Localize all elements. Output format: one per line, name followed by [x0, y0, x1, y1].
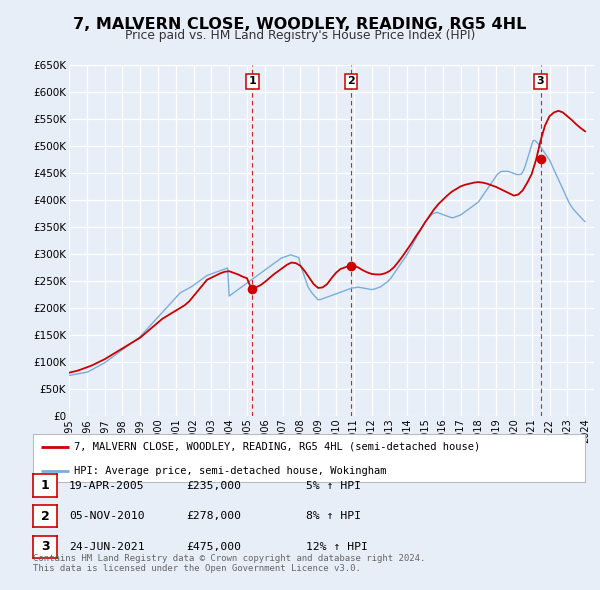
Text: 2: 2: [41, 510, 49, 523]
Text: 8% ↑ HPI: 8% ↑ HPI: [306, 512, 361, 521]
Text: 2: 2: [347, 76, 355, 86]
Text: £235,000: £235,000: [186, 481, 241, 490]
Text: Price paid vs. HM Land Registry's House Price Index (HPI): Price paid vs. HM Land Registry's House …: [125, 30, 475, 42]
Text: 7, MALVERN CLOSE, WOODLEY, READING, RG5 4HL (semi-detached house): 7, MALVERN CLOSE, WOODLEY, READING, RG5 …: [74, 442, 481, 452]
Text: 3: 3: [41, 540, 49, 553]
Text: £475,000: £475,000: [186, 542, 241, 552]
Text: 19-APR-2005: 19-APR-2005: [69, 481, 145, 490]
Text: 3: 3: [537, 76, 544, 86]
Text: 1: 1: [248, 76, 256, 86]
Text: 7, MALVERN CLOSE, WOODLEY, READING, RG5 4HL: 7, MALVERN CLOSE, WOODLEY, READING, RG5 …: [73, 17, 527, 31]
Text: 05-NOV-2010: 05-NOV-2010: [69, 512, 145, 521]
Text: HPI: Average price, semi-detached house, Wokingham: HPI: Average price, semi-detached house,…: [74, 466, 387, 476]
Text: Contains HM Land Registry data © Crown copyright and database right 2024.
This d: Contains HM Land Registry data © Crown c…: [33, 554, 425, 573]
Text: 1: 1: [41, 479, 49, 492]
Text: £278,000: £278,000: [186, 512, 241, 521]
Text: 24-JUN-2021: 24-JUN-2021: [69, 542, 145, 552]
Text: 12% ↑ HPI: 12% ↑ HPI: [306, 542, 368, 552]
Text: 5% ↑ HPI: 5% ↑ HPI: [306, 481, 361, 490]
